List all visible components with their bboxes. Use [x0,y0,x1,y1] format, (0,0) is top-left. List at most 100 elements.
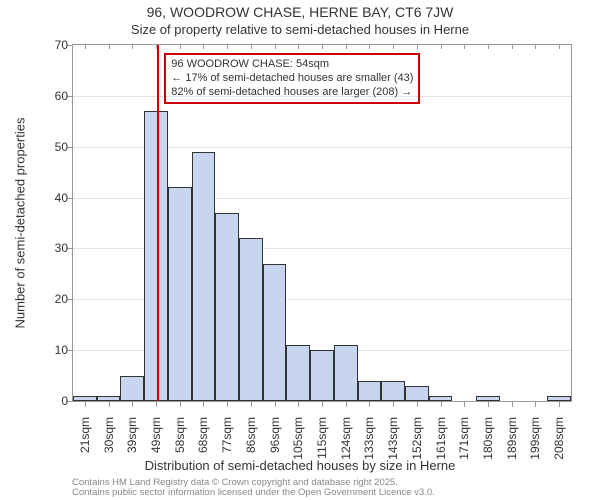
y-tick-label: 20 [38,292,68,306]
histogram-bar [381,381,405,401]
callout-line: 96 WOODROW CHASE: 54sqm [171,58,413,72]
x-tick-mark [464,402,465,407]
histogram-bar [358,381,382,401]
y-tick-label: 0 [38,394,68,408]
histogram-bar [429,396,453,401]
x-tick-mark [393,402,394,407]
x-tick-mark [535,402,536,407]
x-tick-label: 68sqm [196,417,210,467]
x-tick-mark [512,44,513,49]
x-tick-label: 208sqm [552,417,566,467]
x-tick-mark [275,402,276,407]
x-tick-mark [298,44,299,49]
x-tick-mark [132,402,133,407]
x-tick-label: 115sqm [315,417,329,467]
x-tick-mark [441,402,442,407]
x-tick-label: 180sqm [481,417,495,467]
x-tick-mark [132,44,133,49]
x-tick-label: 58sqm [173,417,187,467]
x-tick-mark [346,44,347,49]
x-tick-mark [369,402,370,407]
x-tick-mark [464,44,465,49]
x-tick-mark [156,402,157,407]
histogram-bar [310,350,334,401]
histogram-bar [192,152,216,401]
x-tick-mark [180,44,181,49]
x-tick-mark [156,44,157,49]
chart-container: 96, WOODROW CHASE, HERNE BAY, CT6 7JW Si… [0,0,600,500]
x-tick-label: 171sqm [457,417,471,467]
y-tick-label: 40 [38,191,68,205]
y-tick-label: 50 [38,140,68,154]
x-tick-mark [346,402,347,407]
x-tick-mark [322,402,323,407]
x-tick-mark [227,44,228,49]
histogram-bar [263,264,287,401]
property-marker-line [157,45,159,401]
x-tick-label: 143sqm [386,417,400,467]
x-tick-mark [85,44,86,49]
x-tick-mark [488,402,489,407]
x-tick-mark [298,402,299,407]
chart-title-line1: 96, WOODROW CHASE, HERNE BAY, CT6 7JW [0,4,600,20]
credits-text: Contains HM Land Registry data © Crown c… [72,478,582,499]
callout-line: 82% of semi-detached houses are larger (… [171,86,413,100]
x-tick-mark [559,402,560,407]
x-tick-label: 30sqm [102,417,116,467]
x-tick-mark [275,44,276,49]
x-tick-mark [109,402,110,407]
x-tick-mark [109,44,110,49]
x-tick-mark [535,44,536,49]
histogram-bar [144,111,168,401]
x-tick-label: 86sqm [244,417,258,467]
histogram-bar [215,213,239,401]
x-tick-mark [251,44,252,49]
y-tick-label: 10 [38,343,68,357]
y-tick-label: 70 [38,38,68,52]
x-tick-label: 152sqm [410,417,424,467]
histogram-bar [97,396,121,401]
x-tick-label: 133sqm [362,417,376,467]
x-tick-label: 96sqm [268,417,282,467]
x-tick-label: 21sqm [78,417,92,467]
x-tick-label: 77sqm [220,417,234,467]
x-tick-mark [417,44,418,49]
chart-title-line2: Size of property relative to semi-detach… [0,22,600,37]
x-tick-mark [251,402,252,407]
x-tick-mark [85,402,86,407]
histogram-bar [73,396,97,401]
x-tick-mark [441,44,442,49]
callout-box: 96 WOODROW CHASE: 54sqm← 17% of semi-det… [164,53,420,104]
x-tick-mark [227,402,228,407]
x-tick-mark [369,44,370,49]
y-tick-label: 30 [38,241,68,255]
histogram-bar [476,396,500,401]
histogram-bar [286,345,310,401]
credits-line: Contains public sector information licen… [72,488,582,498]
histogram-bar [547,396,571,401]
histogram-bar [405,386,429,401]
x-tick-label: 39sqm [125,417,139,467]
x-tick-mark [417,402,418,407]
x-tick-mark [180,402,181,407]
x-tick-label: 189sqm [505,417,519,467]
x-tick-mark [559,44,560,49]
plot-area: 96 WOODROW CHASE: 54sqm← 17% of semi-det… [72,44,572,402]
x-tick-mark [203,44,204,49]
x-tick-mark [203,402,204,407]
y-tick-label: 60 [38,89,68,103]
x-tick-mark [393,44,394,49]
x-tick-mark [512,402,513,407]
histogram-bar [334,345,358,401]
x-tick-label: 124sqm [339,417,353,467]
histogram-bar [168,187,192,401]
x-tick-label: 161sqm [434,417,448,467]
histogram-bar [239,238,263,401]
x-tick-mark [488,44,489,49]
callout-line: ← 17% of semi-detached houses are smalle… [171,72,413,86]
histogram-bar [120,376,144,401]
y-axis-title: Number of semi-detached properties [13,118,28,329]
x-tick-label: 105sqm [291,417,305,467]
x-tick-mark [322,44,323,49]
x-tick-label: 49sqm [149,417,163,467]
